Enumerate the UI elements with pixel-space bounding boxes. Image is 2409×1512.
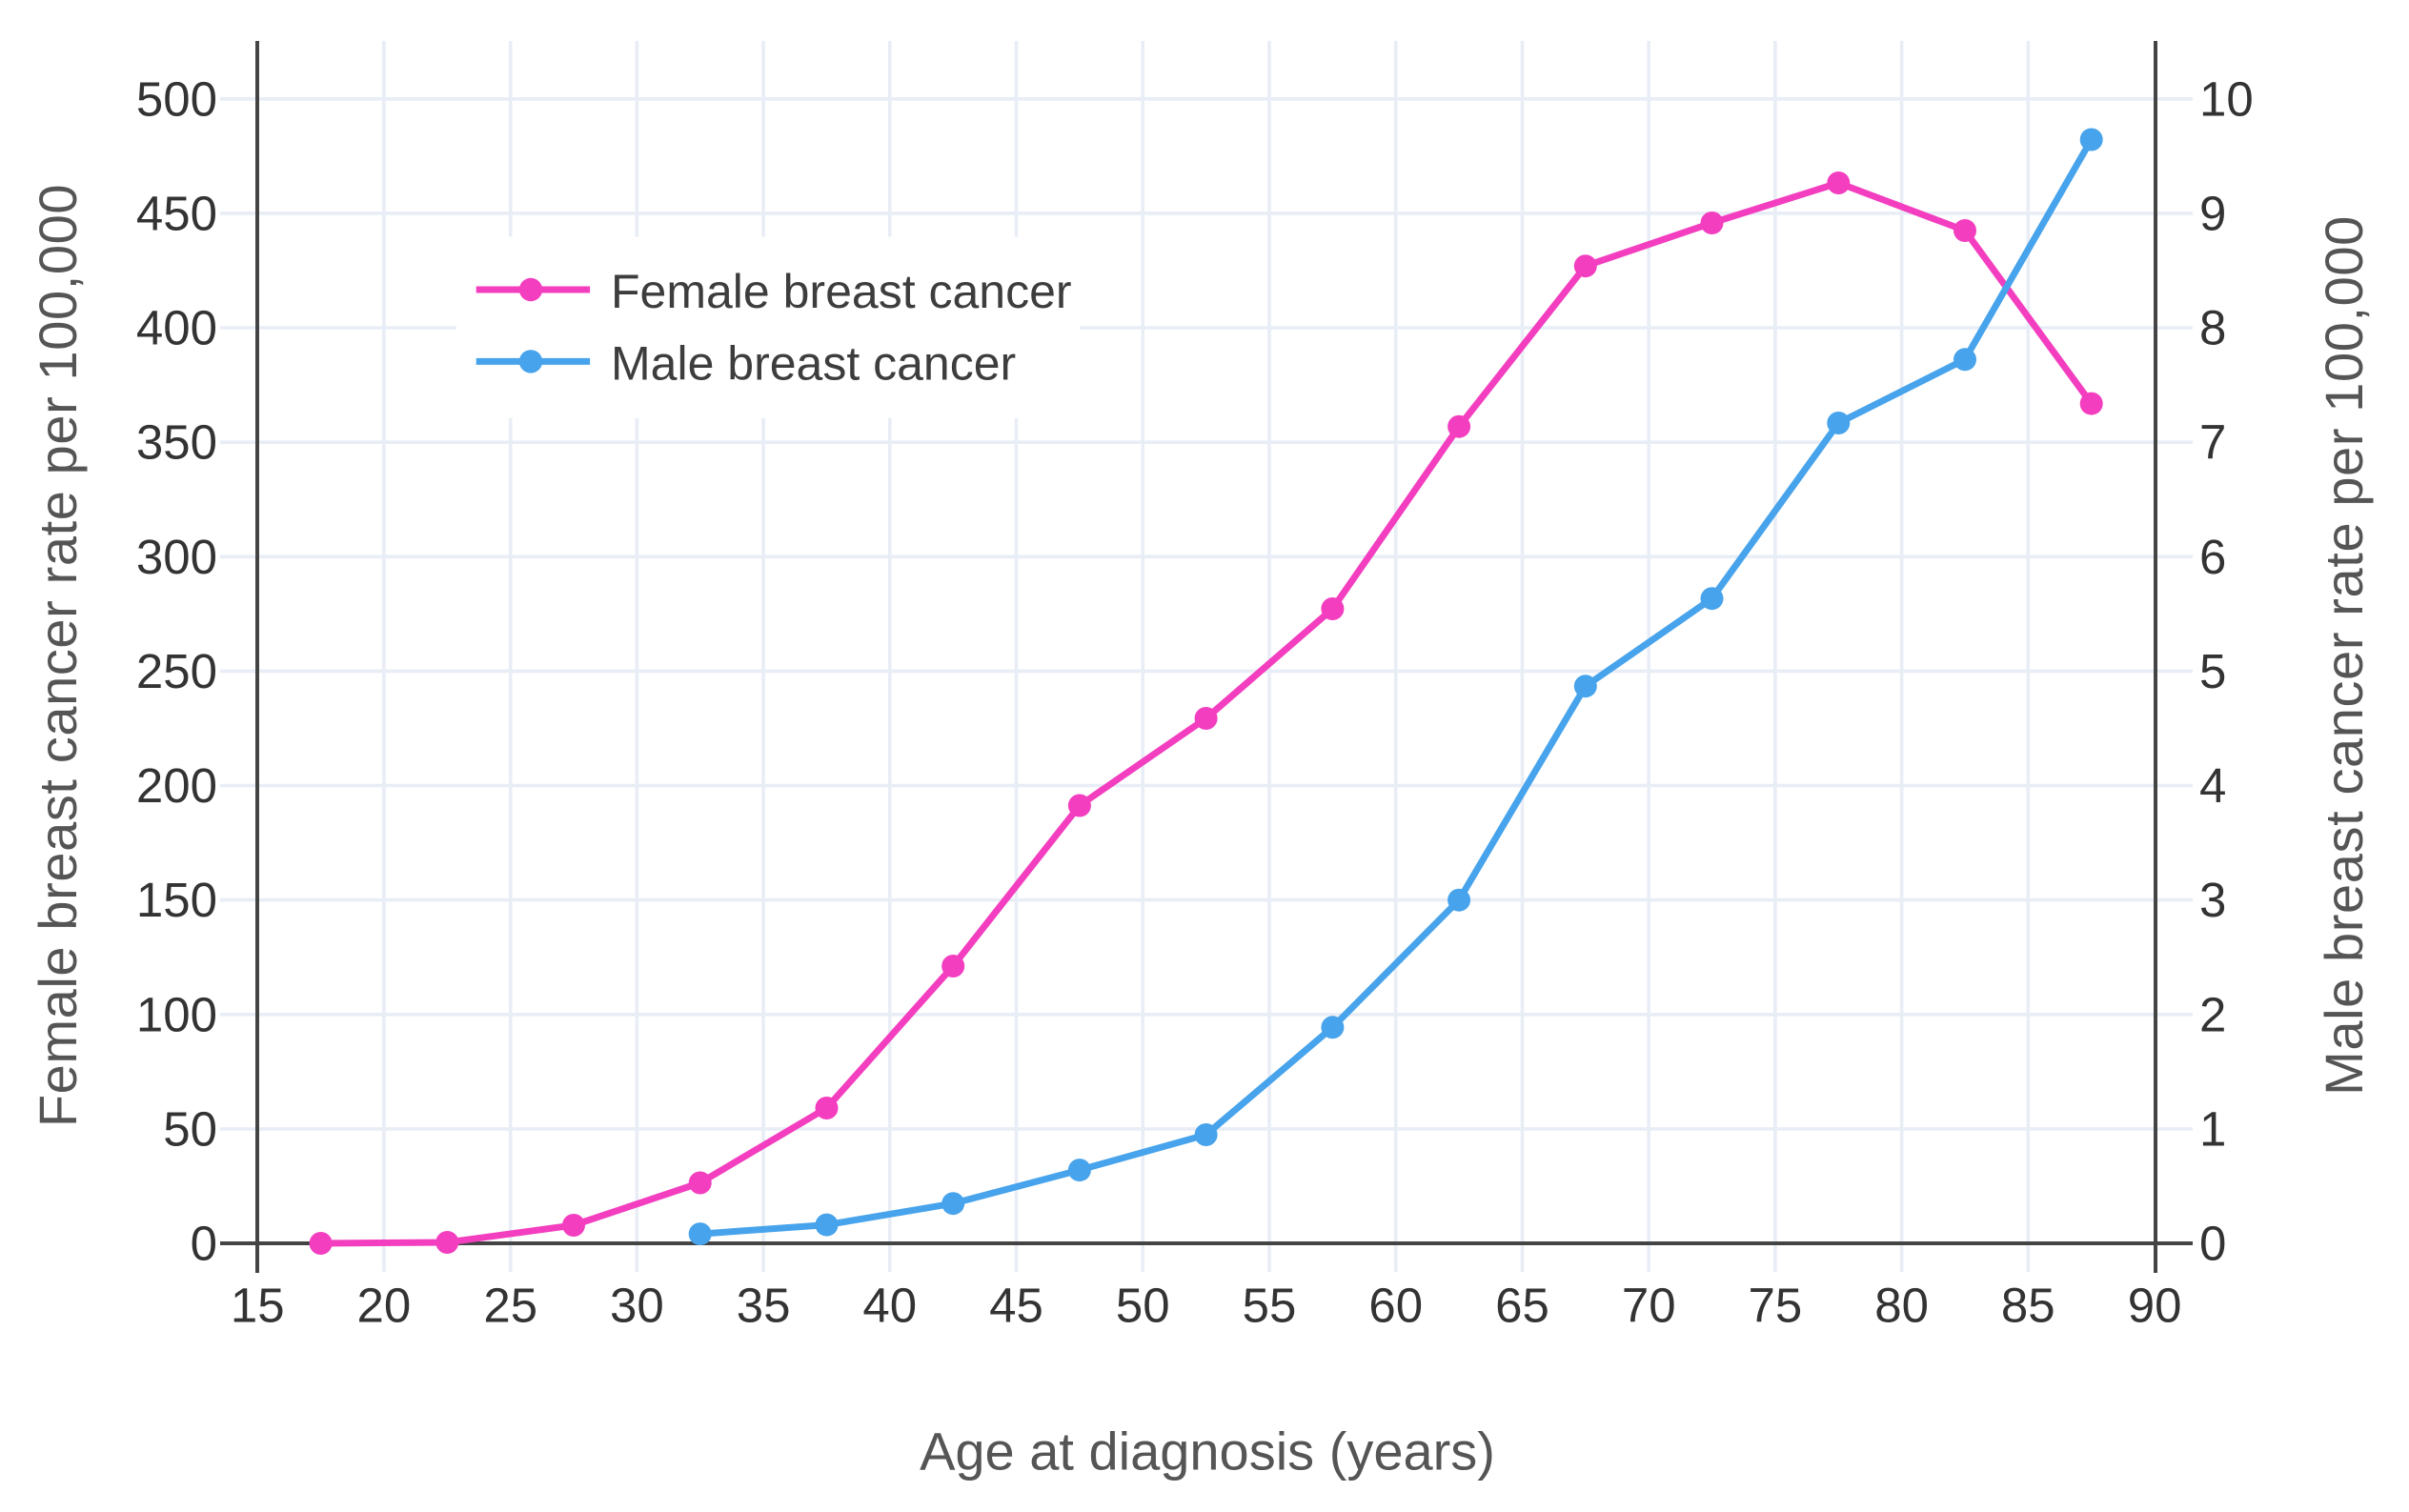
svg-text:2: 2: [2199, 987, 2226, 1041]
svg-text:55: 55: [1243, 1279, 1297, 1333]
svg-text:150: 150: [136, 873, 217, 927]
svg-text:100: 100: [136, 987, 217, 1041]
svg-text:350: 350: [136, 415, 217, 470]
svg-text:5: 5: [2199, 644, 2226, 698]
svg-text:75: 75: [1749, 1279, 1803, 1333]
svg-text:Female breast cancer rate per: Female breast cancer rate per 100,000: [28, 184, 88, 1127]
svg-text:30: 30: [610, 1279, 664, 1333]
svg-text:65: 65: [1495, 1279, 1549, 1333]
svg-text:20: 20: [357, 1279, 412, 1333]
svg-text:450: 450: [136, 186, 217, 240]
svg-text:25: 25: [483, 1279, 537, 1333]
svg-text:Female breast cancer: Female breast cancer: [611, 265, 1072, 318]
svg-text:0: 0: [191, 1217, 217, 1271]
svg-text:80: 80: [1874, 1279, 1929, 1333]
svg-text:400: 400: [136, 301, 217, 355]
svg-text:7: 7: [2199, 415, 2226, 470]
svg-text:15: 15: [231, 1279, 285, 1333]
svg-text:Male breast cancer: Male breast cancer: [611, 336, 1016, 390]
svg-text:300: 300: [136, 530, 217, 584]
svg-text:90: 90: [2128, 1279, 2182, 1333]
svg-text:1: 1: [2199, 1101, 2226, 1156]
svg-text:250: 250: [136, 644, 217, 698]
svg-text:0: 0: [2199, 1217, 2226, 1271]
svg-text:35: 35: [737, 1279, 791, 1333]
svg-text:10: 10: [2199, 71, 2254, 126]
svg-text:500: 500: [136, 71, 217, 126]
svg-text:45: 45: [989, 1279, 1043, 1333]
svg-text:9: 9: [2199, 186, 2226, 240]
svg-text:3: 3: [2199, 873, 2226, 927]
svg-text:Male breast cancer rate per 10: Male breast cancer rate per 100,000: [2314, 215, 2374, 1096]
svg-text:Age at diagnosis (years): Age at diagnosis (years): [920, 1421, 1495, 1482]
svg-text:60: 60: [1368, 1279, 1423, 1333]
svg-text:200: 200: [136, 758, 217, 813]
svg-text:8: 8: [2199, 301, 2226, 355]
svg-text:6: 6: [2199, 530, 2226, 584]
svg-text:40: 40: [862, 1279, 917, 1333]
svg-text:50: 50: [163, 1101, 217, 1156]
svg-text:50: 50: [1116, 1279, 1170, 1333]
svg-text:70: 70: [1622, 1279, 1676, 1333]
svg-text:85: 85: [2001, 1279, 2055, 1333]
svg-text:4: 4: [2199, 758, 2226, 813]
